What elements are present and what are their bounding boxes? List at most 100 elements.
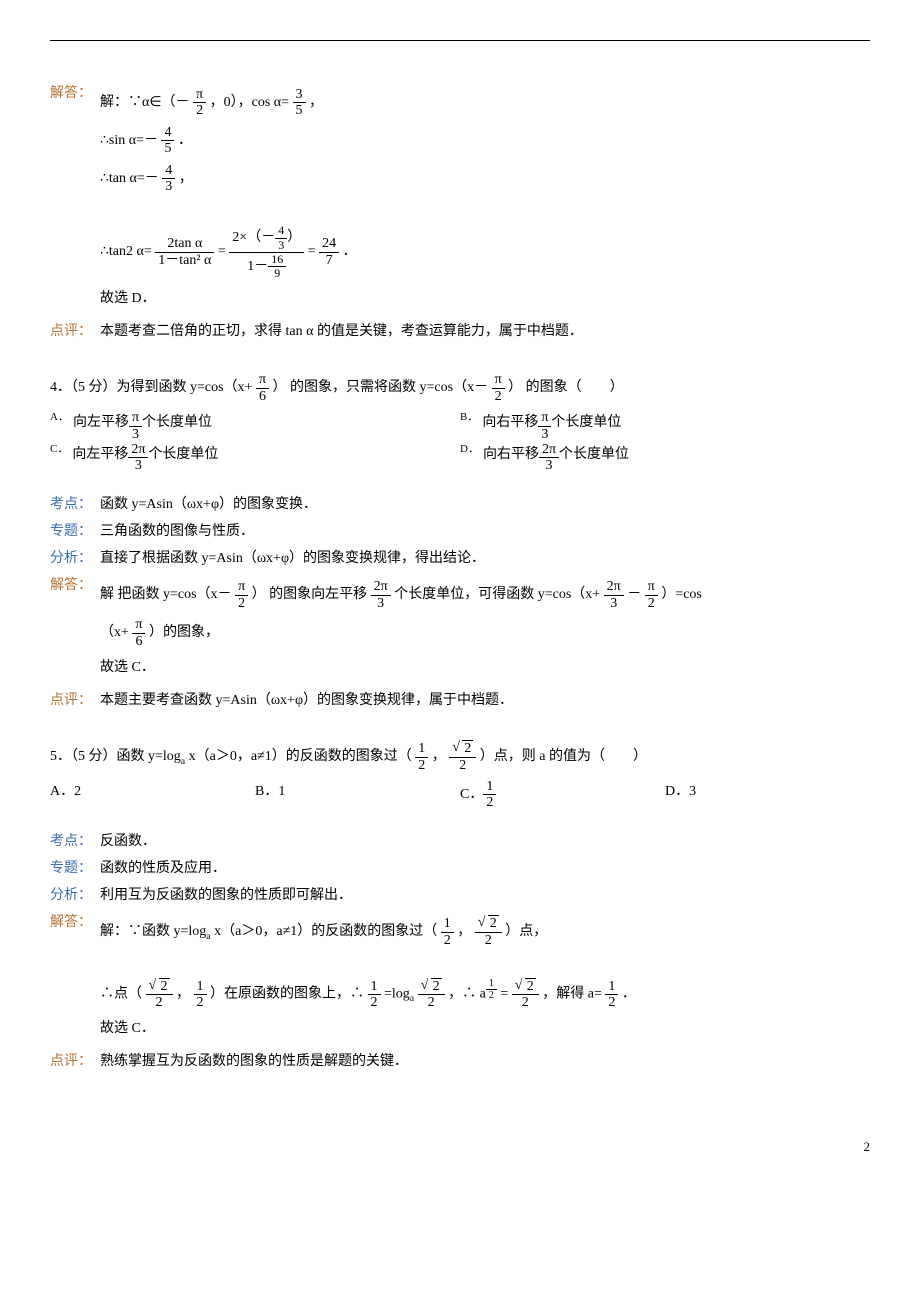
n: 2tan α: [155, 236, 214, 252]
tag-answer: 解答：: [50, 910, 100, 935]
t: =: [308, 244, 316, 259]
tag-point: 考点：: [50, 492, 100, 517]
d: 2: [415, 758, 428, 773]
n: 1: [415, 741, 428, 757]
t: 解：∵函数 y=log: [100, 925, 206, 940]
d: 2: [645, 596, 658, 611]
q4-comment: 本题主要考查函数 y=Asin（ωx+φ）的图象变换规律，属于中档题．: [100, 688, 870, 713]
q4-options: A．向左平移π3个长度单位 B．向右平移π3个长度单位 C．向左平移2π3个长度…: [50, 410, 870, 474]
n: 1: [486, 978, 497, 990]
q4-point: 函数 y=Asin（ωx+φ）的图象变换．: [100, 492, 870, 517]
r: 2: [431, 978, 442, 994]
t: ）的图象，: [149, 625, 219, 640]
q5-point: 反函数．: [100, 829, 870, 854]
sec1-line1: 解：∵α∈（－ π2 ，0），cos α= 35 ，: [100, 87, 870, 119]
sec1-line3: ∴tan α=－ 43 ，: [100, 163, 870, 195]
tag-answer: 解答：: [50, 573, 100, 598]
sec1-line5: 故选 D．: [100, 286, 870, 311]
d: 3: [275, 239, 287, 252]
t: 5．（5 分）函数 y=log: [50, 749, 181, 764]
tag-point: 考点：: [50, 829, 100, 854]
n: 1: [605, 979, 618, 995]
n: 16: [268, 253, 286, 267]
d: 2: [194, 995, 207, 1010]
d: 3: [538, 427, 551, 442]
n: 2π: [128, 442, 148, 458]
q5-options: A．2 B．1 C．12 D．3: [50, 779, 870, 811]
tag-comment: 点评：: [50, 319, 100, 344]
t: 个长度单位: [559, 442, 629, 467]
q5-analysis: 利用互为反函数的图象的性质即可解出．: [100, 883, 870, 908]
d: 3: [539, 458, 559, 473]
t: ，: [309, 95, 323, 110]
q4-optB: B．向右平移π3个长度单位: [460, 410, 870, 442]
t: ，解得 a=: [542, 987, 602, 1002]
n: 4: [275, 224, 287, 238]
d: 6: [132, 634, 145, 649]
t: 2×（－: [232, 230, 275, 245]
t: 个长度单位: [551, 410, 621, 435]
r: 2: [462, 740, 473, 756]
tag-analysis: 分析：: [50, 883, 100, 908]
t: 解：∵α∈（－: [100, 95, 190, 110]
d: 3: [604, 596, 624, 611]
d: 1－tan² α: [155, 253, 214, 268]
t: 向右平移: [483, 442, 539, 467]
q5-stem: 5．（5 分）函数 y=loga x（a＞0，a≠1）的反函数的图象过（ 12 …: [50, 741, 870, 773]
n: π: [235, 579, 248, 595]
sec1-comment-row: 点评： 本题考查二倍角的正切，求得 tan α 的值是关键，考查运算能力，属于中…: [50, 319, 870, 344]
n: π: [132, 617, 145, 633]
t: －: [627, 587, 641, 602]
sec1-answer-content: 解：∵α∈（－ π2 ，0），cos α= 35 ， ∴sin α=－ 45 ．…: [100, 81, 870, 317]
d: 2: [146, 995, 173, 1010]
d: 2: [368, 995, 381, 1010]
n: 2π: [604, 579, 624, 595]
t: ）点，: [505, 925, 547, 940]
q5-optA: A．2: [50, 779, 255, 811]
t: （x+: [100, 625, 129, 640]
t: ∴tan2 α=: [100, 244, 152, 259]
tag-topic: 专题：: [50, 519, 100, 544]
n: π: [645, 579, 658, 595]
d: 6: [256, 389, 269, 404]
n: π: [193, 87, 206, 103]
t: a: [206, 931, 210, 942]
t: a: [181, 756, 185, 767]
t: ）: [273, 381, 287, 396]
t: 的图象向左平移: [269, 587, 367, 602]
q5-optB: B．1: [255, 779, 460, 811]
q4-stem: 4．（5 分）为得到函数 y=cos（x+ π6 ） 的图象，只需将函数 y=c…: [50, 372, 870, 404]
d: 2: [605, 995, 618, 1010]
d: 5: [293, 103, 306, 118]
q5-topic: 函数的性质及应用．: [100, 856, 870, 881]
d: 2: [483, 795, 496, 810]
t: 的图象（ ）: [526, 381, 624, 396]
q5: 5．（5 分）函数 y=loga x（a＞0，a≠1）的反函数的图象过（ 12 …: [50, 741, 870, 1074]
t: y=cos（x－: [420, 381, 489, 396]
tag-answer: 解答：: [50, 81, 100, 106]
n: 4: [162, 163, 175, 179]
r: 2: [525, 978, 536, 994]
q5-optC: C．12: [460, 779, 665, 811]
d: 2: [475, 933, 502, 948]
q5-conclusion: 故选 C．: [100, 1016, 870, 1041]
t: x（a＞0，a≠1）的反函数的图象过（: [214, 925, 437, 940]
t: ）: [252, 587, 266, 602]
t: ）: [508, 381, 522, 396]
n: 1: [368, 979, 381, 995]
t: ）=cos: [661, 587, 702, 602]
t: 4．（5 分）为得到函数: [50, 381, 187, 396]
q4-answer: 解 把函数 y=cos（x－ π2 ） 的图象向左平移 2π3 个长度单位，可得…: [100, 573, 870, 686]
t: 向右平移: [482, 410, 538, 435]
d: 3: [371, 596, 391, 611]
t: 解 把函数: [100, 587, 160, 602]
t: y=cos（x+: [190, 381, 252, 396]
n: 24: [319, 236, 339, 252]
t: 个长度单位，可得函数 y=cos（x+: [394, 587, 600, 602]
n: 4: [161, 125, 174, 141]
t: 向左平移: [73, 410, 129, 435]
t: 个长度单位: [148, 442, 218, 467]
d: 2: [449, 758, 476, 773]
n: 1: [194, 979, 207, 995]
q4-optC: C．向左平移2π3个长度单位: [50, 442, 460, 474]
